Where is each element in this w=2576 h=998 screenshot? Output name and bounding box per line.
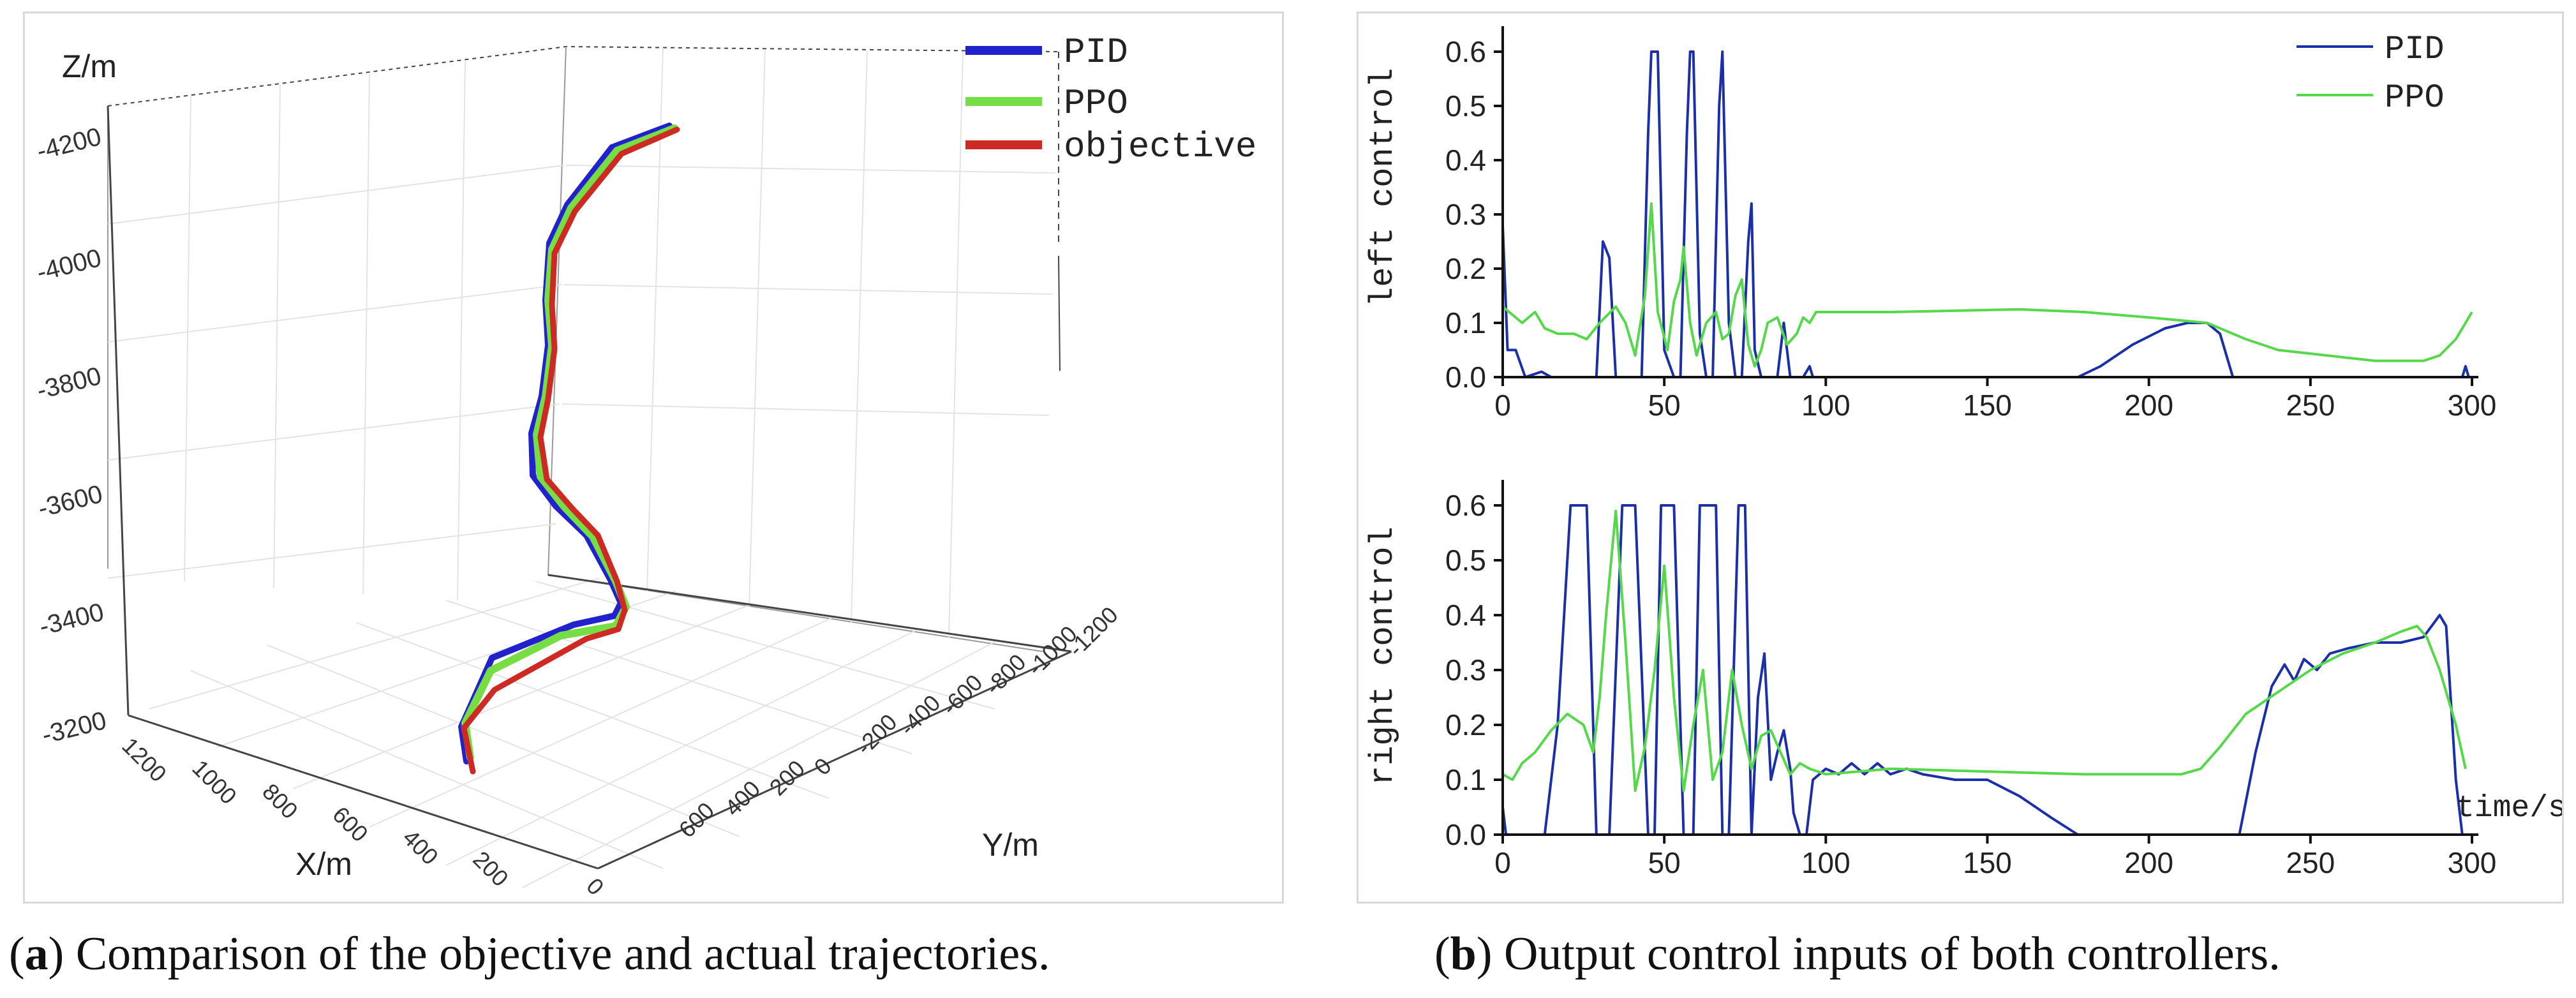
y-axis-label: Y/m xyxy=(982,827,1039,863)
trajectory-series xyxy=(458,123,680,775)
y-tick: 0.6 xyxy=(1445,489,1486,522)
x-tick: 200 xyxy=(2124,389,2173,422)
legend-label-ppo: PPO xyxy=(2385,79,2445,117)
y-tick: 0.4 xyxy=(1445,599,1486,632)
trajectory-chart-panel: Z/m -4200 -4000 -3800 -3600 -3400 -3200 … xyxy=(23,11,1284,904)
y-tick: 0.1 xyxy=(1445,306,1486,339)
caption-b-text: Output control inputs of both controller… xyxy=(1492,928,2281,980)
y-tick: 0.4 xyxy=(1445,144,1486,177)
x-ticks: 1200 1000 800 600 400 200 0 xyxy=(117,733,609,900)
control-chart-panel: left control 0.0 0.1 0.2 0.3 0.4 0.5 0.6… xyxy=(1357,11,2564,904)
x-axis-label: X/m xyxy=(295,846,352,882)
y-tick: -200 xyxy=(851,709,902,760)
x-tick: 150 xyxy=(1963,389,2012,422)
caption-a-letter: a xyxy=(24,928,48,980)
y-tick: -600 xyxy=(937,669,988,720)
y-tick: 0.3 xyxy=(1445,198,1486,231)
caption-a: (a) Comparison of the objective and actu… xyxy=(9,928,1050,980)
y-tick: 600 xyxy=(674,797,719,842)
legend-label-pid: PID xyxy=(2385,31,2445,68)
left-wall-grid xyxy=(107,61,565,601)
x-tick: 800 xyxy=(257,778,302,824)
left-control-ylabel: left control xyxy=(1364,68,1402,307)
trajectory-line-objective xyxy=(461,126,680,775)
right-control-line-pid xyxy=(1501,504,2464,836)
x-tick: 200 xyxy=(2124,846,2173,879)
control-legend: PID PPO xyxy=(2297,31,2445,117)
x-tick: 400 xyxy=(398,824,443,870)
x-tick: 100 xyxy=(1801,389,1850,422)
right-control-ylabel: right control xyxy=(1364,526,1402,786)
x-tick: 150 xyxy=(1963,846,2012,879)
x-tick: 600 xyxy=(327,801,373,847)
y-tick: -400 xyxy=(895,690,946,741)
caption-b: (b) Output control inputs of both contro… xyxy=(1434,928,2281,980)
trajectory-line-ppo xyxy=(461,124,678,761)
x-tick: 250 xyxy=(2286,389,2335,422)
y-tick: 0.2 xyxy=(1445,252,1486,285)
right-control-line-ppo xyxy=(1502,509,2467,793)
x-tick: 0 xyxy=(1494,389,1511,422)
z-tick: -3800 xyxy=(34,362,104,405)
x-tick: 300 xyxy=(2448,846,2497,879)
y-tick: 200 xyxy=(764,755,810,800)
y-tick: -800 xyxy=(980,649,1031,700)
caption-b-letter: b xyxy=(1450,928,1477,980)
legend-label-objective: objective xyxy=(1064,126,1256,167)
z-tick: -3600 xyxy=(35,480,105,523)
x-tick: 250 xyxy=(2286,846,2335,879)
axes xyxy=(107,105,1072,870)
y-tick: 0.6 xyxy=(1445,35,1486,68)
z-tick: -4200 xyxy=(34,123,104,165)
x-tick: 200 xyxy=(468,846,513,891)
y-tick: 0.0 xyxy=(1445,361,1486,394)
x-tick: 50 xyxy=(1648,846,1681,879)
trajectory-legend: PID PPO objective xyxy=(965,32,1256,167)
left-control-plot: left control 0.0 0.1 0.2 0.3 0.4 0.5 0.6… xyxy=(1364,26,2496,422)
y-tick: 0.0 xyxy=(1445,818,1486,851)
right-control-plot: right control time/s 0.0 0.1 0.2 0.3 0.4… xyxy=(1364,480,2564,879)
x-tick: 0 xyxy=(1494,846,1511,879)
left-control-series xyxy=(1501,50,2473,378)
y-tick: 0.2 xyxy=(1445,708,1486,741)
left-control-xticks: 0 50 100 150 200 250 300 xyxy=(1494,389,2496,422)
x-tick: 300 xyxy=(2448,389,2497,422)
right-control-axes xyxy=(1494,480,2478,844)
z-tick: -3200 xyxy=(39,706,109,749)
y-tick: 0 xyxy=(809,753,837,780)
x-tick: 50 xyxy=(1648,389,1681,422)
control-charts: left control 0.0 0.1 0.2 0.3 0.4 0.5 0.6… xyxy=(1364,26,2564,879)
trajectory-chart: Z/m -4200 -4000 -3800 -3600 -3400 -3200 … xyxy=(34,32,1256,900)
left-control-line-ppo xyxy=(1501,202,2473,368)
y-tick: 0.1 xyxy=(1445,763,1486,796)
y-tick: 0.3 xyxy=(1445,653,1486,687)
left-control-line-pid xyxy=(1501,50,2470,378)
left-control-axes xyxy=(1494,26,2478,386)
x-tick: 1000 xyxy=(187,755,242,810)
legend-label-pid: PID xyxy=(1064,32,1128,73)
right-control-xlabel: time/s xyxy=(2456,791,2564,826)
y-tick: 0.5 xyxy=(1445,544,1486,577)
z-tick: -4000 xyxy=(34,244,104,287)
right-wall-grid xyxy=(562,47,1056,638)
x-tick: 0 xyxy=(581,873,609,900)
right-control-yticks: 0.0 0.1 0.2 0.3 0.4 0.5 0.6 xyxy=(1445,489,1486,851)
caption-a-text: Comparison of the objective and actual t… xyxy=(64,928,1050,980)
right-edge xyxy=(1058,255,1061,371)
z-ticks: -4200 -4000 -3800 -3600 -3400 -3200 xyxy=(34,123,109,749)
legend-label-ppo: PPO xyxy=(1064,83,1128,124)
x-tick: 100 xyxy=(1801,846,1850,879)
x-tick: 1200 xyxy=(117,733,172,787)
z-tick: -3400 xyxy=(36,598,107,641)
y-ticks: -1200 -1000 -800 -600 -400 -200 0 200 40… xyxy=(674,602,1123,843)
z-axis-label: Z/m xyxy=(62,48,117,84)
y-tick: 0.5 xyxy=(1445,89,1486,123)
trajectory-line-pid xyxy=(458,123,673,764)
right-control-xticks: 0 50 100 150 200 250 300 xyxy=(1494,846,2496,879)
left-control-yticks: 0.0 0.1 0.2 0.3 0.4 0.5 0.6 xyxy=(1445,35,1486,394)
right-control-series xyxy=(1501,504,2467,836)
